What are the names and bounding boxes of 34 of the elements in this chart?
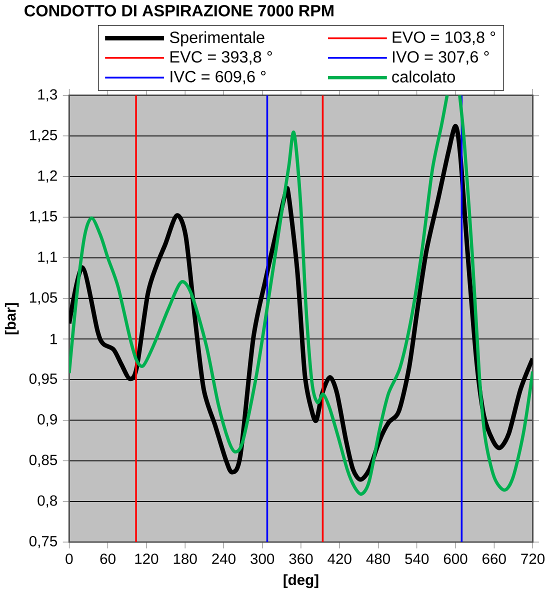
x-tick-label: 60	[100, 554, 116, 564]
x-tick-label: 120	[135, 554, 158, 564]
legend-label: Sperimentale	[170, 31, 264, 46]
legend-label: EVO = 103,8 °	[392, 31, 496, 45]
y-tick-label: 0,9	[38, 414, 57, 426]
legend-label: IVC = 609,6 °	[170, 70, 266, 84]
y-tick-label: 1,05	[30, 292, 58, 304]
y-tick-label: 1,1	[38, 252, 57, 264]
x-tick-label: 600	[444, 554, 468, 564]
x-tick-label: 480	[366, 554, 390, 564]
x-tick-label: 720	[521, 554, 545, 564]
y-axis-title: [bar]	[4, 303, 19, 334]
y-tick-label: 1,15	[30, 211, 58, 224]
x-tick-label: 360	[289, 554, 313, 564]
y-tick-label: 0,95	[29, 374, 58, 386]
x-tick-label: 180	[174, 554, 197, 564]
y-tick-label: 0,85	[29, 454, 58, 467]
legend-label: calcolato	[392, 70, 455, 83]
x-tick-label: 240	[212, 554, 236, 564]
legend-label: EVC = 393,8 °	[170, 51, 272, 65]
x-tick-label: 660	[482, 554, 506, 564]
y-tick-label: 1,2	[38, 170, 57, 183]
x-tick-label: 0	[66, 554, 73, 564]
y-tick-label: 1	[50, 334, 57, 344]
y-tick-label: 0,75	[29, 536, 58, 548]
x-tick-label: 420	[328, 554, 352, 564]
y-tick-label: 1,3	[38, 89, 58, 102]
chart-title: CONDOTTO DI ASPIRAZIONE 7000 RPM	[24, 4, 334, 16]
x-tick-label: 300	[250, 554, 274, 564]
y-tick-label: 1,25	[30, 130, 58, 142]
x-axis-title: [deg]	[284, 574, 318, 588]
legend-label: IVO = 307,6 °	[392, 51, 489, 65]
y-tick-label: 0,8	[38, 495, 58, 508]
x-tick-label: 540	[405, 554, 429, 564]
